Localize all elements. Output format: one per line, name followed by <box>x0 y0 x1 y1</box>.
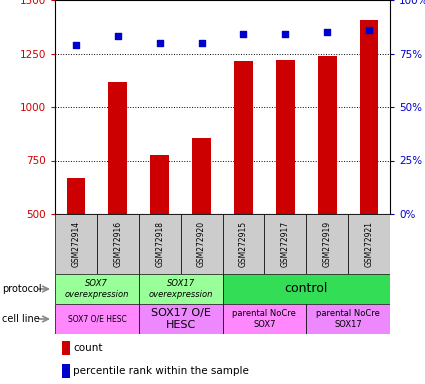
Point <box>73 42 79 48</box>
Text: SOX7 O/E HESC: SOX7 O/E HESC <box>68 314 126 323</box>
Bar <box>318 56 337 321</box>
Text: GSM272919: GSM272919 <box>323 221 332 267</box>
Bar <box>55 304 139 334</box>
Bar <box>62 364 70 378</box>
Point <box>240 31 247 37</box>
Bar <box>108 83 127 321</box>
Bar <box>139 304 223 334</box>
Point <box>114 33 121 40</box>
Bar <box>360 20 379 321</box>
Bar <box>348 214 390 274</box>
Point <box>282 31 289 37</box>
Text: GSM272918: GSM272918 <box>155 221 164 267</box>
Point <box>366 27 372 33</box>
Text: SOX17
overexpression: SOX17 overexpression <box>148 279 213 299</box>
Bar <box>306 214 348 274</box>
Bar <box>306 304 390 334</box>
Bar <box>264 214 306 274</box>
Bar <box>181 214 223 274</box>
Text: GSM272916: GSM272916 <box>113 221 122 267</box>
Text: cell line: cell line <box>2 314 40 324</box>
Point <box>324 29 331 35</box>
Text: parental NoCre
SOX17: parental NoCre SOX17 <box>316 309 380 329</box>
Bar <box>62 341 70 355</box>
Text: GSM272921: GSM272921 <box>365 221 374 267</box>
Text: GSM272917: GSM272917 <box>281 221 290 267</box>
Bar <box>55 274 139 304</box>
Bar <box>223 274 390 304</box>
Text: SOX17 O/E
HESC: SOX17 O/E HESC <box>151 308 210 330</box>
Text: GSM272914: GSM272914 <box>71 221 80 267</box>
Bar <box>139 214 181 274</box>
Point <box>156 40 163 46</box>
Bar <box>276 60 295 321</box>
Bar <box>234 61 253 321</box>
Bar <box>139 274 223 304</box>
Bar <box>97 214 139 274</box>
Text: SOX7
overexpression: SOX7 overexpression <box>65 279 129 299</box>
Bar <box>67 178 85 321</box>
Text: count: count <box>74 343 103 353</box>
Text: protocol: protocol <box>2 284 42 294</box>
Text: GSM272920: GSM272920 <box>197 221 206 267</box>
Bar <box>223 214 264 274</box>
Text: GSM272915: GSM272915 <box>239 221 248 267</box>
Text: parental NoCre
SOX7: parental NoCre SOX7 <box>232 309 296 329</box>
Text: control: control <box>285 283 328 296</box>
Bar <box>223 304 306 334</box>
Bar <box>150 155 169 321</box>
Text: percentile rank within the sample: percentile rank within the sample <box>74 366 249 376</box>
Bar <box>55 214 97 274</box>
Point <box>198 40 205 46</box>
Bar <box>192 138 211 321</box>
